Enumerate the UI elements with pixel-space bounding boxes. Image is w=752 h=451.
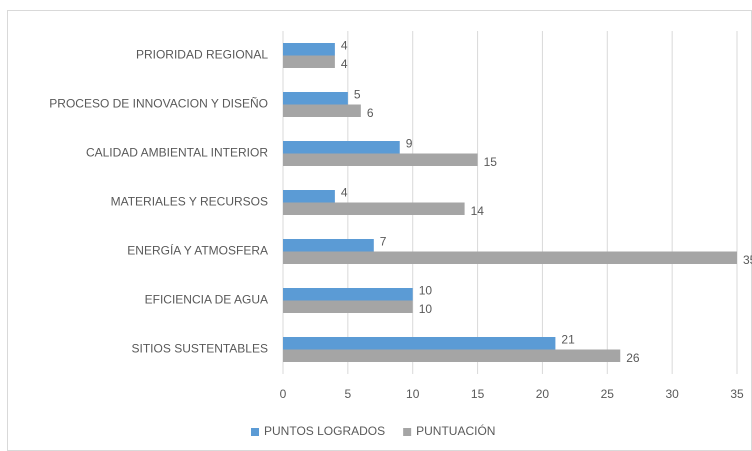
y-tick-label: CALIDAD AMBIENTAL INTERIOR <box>86 146 268 160</box>
bar <box>283 288 413 301</box>
data-label: 14 <box>471 204 485 218</box>
data-label: 10 <box>419 283 433 297</box>
x-tick-label: 30 <box>665 387 679 401</box>
x-tick-label: 15 <box>471 387 485 401</box>
data-label: 6 <box>367 106 374 120</box>
bar <box>283 300 413 313</box>
bar <box>283 104 361 117</box>
x-tick-label: 25 <box>601 387 615 401</box>
y-tick-label: ENERGÍA Y ATMOSFERA <box>127 243 268 258</box>
bar <box>283 202 465 215</box>
y-tick-label: PROCESO DE INNOVACION Y DISEÑO <box>49 97 268 111</box>
legend-label: PUNTUACIÓN <box>416 423 495 438</box>
bar <box>283 153 478 166</box>
x-tick-label: 10 <box>406 387 420 401</box>
data-label: 26 <box>626 351 640 365</box>
data-label: 4 <box>341 38 348 52</box>
bar <box>283 43 335 56</box>
data-label: 7 <box>380 234 387 248</box>
x-tick-label: 0 <box>280 387 287 401</box>
data-label: 9 <box>406 136 413 150</box>
data-label: 21 <box>561 332 575 346</box>
y-tick-label: PRIORIDAD REGIONAL <box>136 48 268 62</box>
data-label: 5 <box>354 87 361 101</box>
data-label: 4 <box>341 185 348 199</box>
bar <box>283 55 335 68</box>
legend-label: PUNTOS LOGRADOS <box>264 424 385 438</box>
bar <box>283 251 737 264</box>
data-label: 15 <box>484 155 498 169</box>
bar <box>283 349 621 362</box>
x-tick-label: 5 <box>345 387 352 401</box>
chart-frame <box>7 10 752 451</box>
y-tick-label: MATERIALES Y RECURSOS <box>111 195 268 209</box>
legend-swatch <box>403 428 412 436</box>
data-label: 4 <box>341 57 348 71</box>
x-tick-label: 35 <box>730 387 744 401</box>
bar <box>283 141 400 154</box>
bar <box>283 337 556 350</box>
data-label: 35 <box>743 253 752 267</box>
legend-swatch <box>251 428 259 436</box>
data-label: 10 <box>419 302 433 316</box>
bar <box>283 239 374 252</box>
x-tick-label: 20 <box>536 387 550 401</box>
y-tick-label: SITIOS SUSTENTABLES <box>132 342 268 356</box>
bar <box>283 92 348 105</box>
bar <box>283 190 335 203</box>
y-tick-label: EFICIENCIA DE AGUA <box>145 293 268 307</box>
